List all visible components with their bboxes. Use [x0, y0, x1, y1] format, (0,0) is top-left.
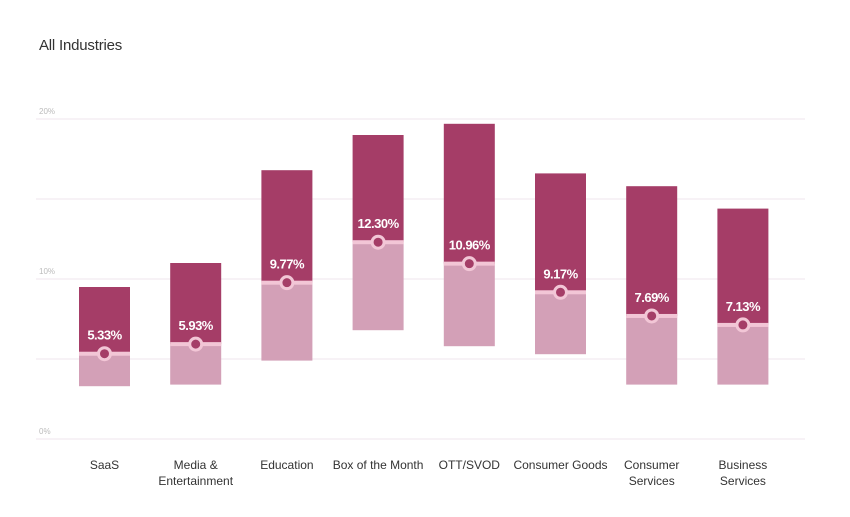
- median-marker: [370, 234, 386, 250]
- median-marker: [644, 308, 660, 324]
- median-label: 7.13%: [726, 299, 761, 314]
- bar-lower: [626, 315, 678, 385]
- x-tick-label: Entertainment: [158, 474, 233, 488]
- x-tick-label: Education: [260, 458, 313, 472]
- median-label: 5.93%: [179, 318, 214, 333]
- median-marker: [188, 336, 204, 352]
- median-marker: [97, 346, 112, 362]
- bar-upper: [443, 123, 495, 264]
- x-tick-label: Services: [629, 474, 675, 488]
- bar-lower: [535, 292, 586, 355]
- bar-lower: [352, 242, 404, 331]
- y-tick-label: 10%: [39, 267, 55, 276]
- bar-lower: [717, 324, 769, 385]
- bar-upper: [79, 287, 130, 354]
- median-label: 10.96%: [449, 238, 491, 253]
- median-label: 7.69%: [635, 290, 670, 305]
- bar-upper: [170, 263, 222, 345]
- median-marker: [279, 275, 295, 291]
- x-tick-label: Media &: [174, 458, 218, 472]
- median-marker: [735, 317, 751, 333]
- median-marker: [553, 284, 568, 300]
- x-tick-label: Business: [719, 458, 768, 472]
- x-tick-label: Services: [720, 474, 766, 488]
- median-label: 12.30%: [358, 216, 400, 231]
- bar-upper: [535, 173, 586, 293]
- bar-upper: [717, 208, 769, 325]
- median-label: 9.17%: [543, 266, 578, 281]
- y-tick-label: 0%: [39, 427, 51, 436]
- bar-upper: [626, 186, 678, 316]
- bar-upper: [261, 170, 313, 283]
- x-tick-label: Consumer: [624, 458, 679, 472]
- median-label: 5.33%: [87, 328, 122, 343]
- x-tick-label: Box of the Month: [333, 458, 424, 472]
- median-marker: [461, 256, 477, 272]
- bar-lower: [443, 263, 495, 347]
- bar-lower: [261, 282, 313, 361]
- chart-title: All Industries: [39, 37, 123, 54]
- y-tick-label: 20%: [39, 107, 55, 116]
- x-tick-label: SaaS: [90, 458, 119, 472]
- x-tick-label: OTT/SVOD: [439, 458, 501, 472]
- bar-upper: [352, 135, 404, 243]
- median-label: 9.77%: [270, 257, 305, 272]
- x-tick-label: Consumer Goods: [513, 458, 607, 472]
